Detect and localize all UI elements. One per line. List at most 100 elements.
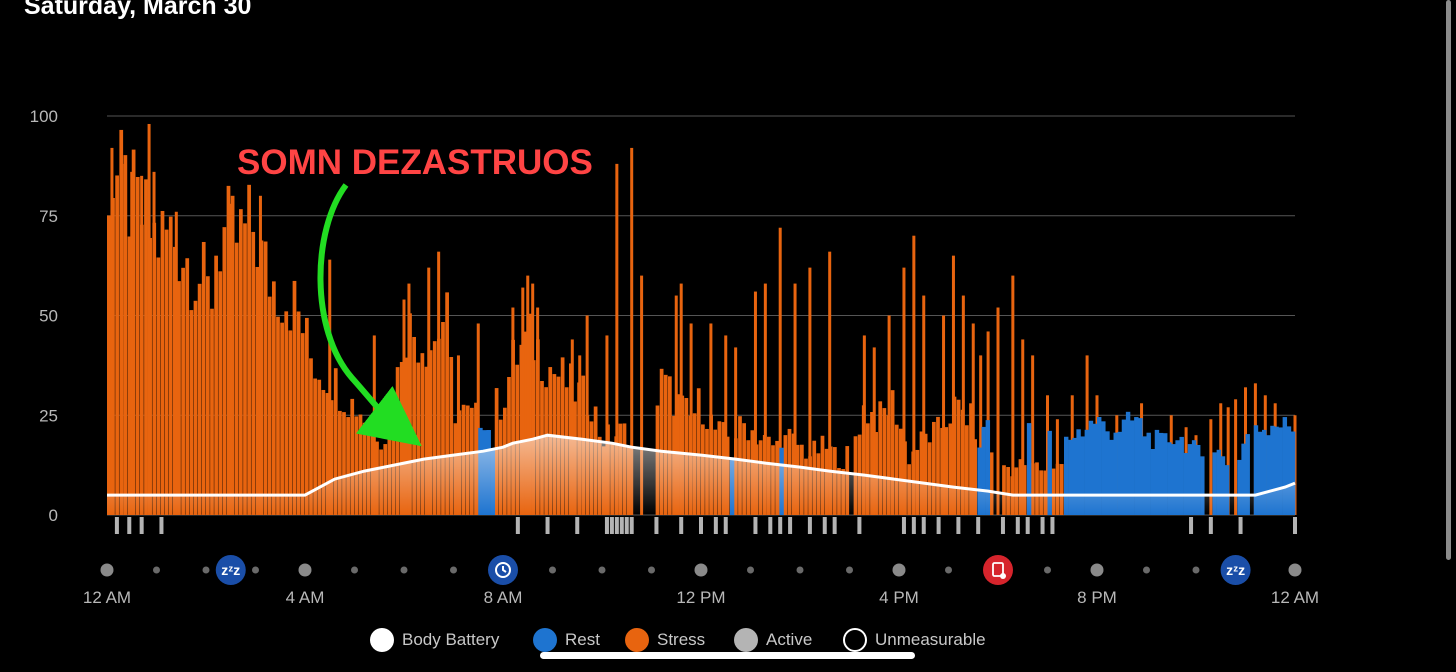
legend-label: Stress <box>657 630 706 649</box>
stress-bar <box>164 229 169 516</box>
rest-bar <box>1274 426 1279 515</box>
timeline-dot <box>153 566 160 574</box>
stress-spike <box>1011 275 1015 515</box>
stress-bar <box>189 310 194 515</box>
rest-bar <box>1064 436 1069 515</box>
stress-bar <box>696 388 701 515</box>
stress-spike <box>536 307 540 515</box>
timeline-dot <box>945 566 952 574</box>
active-tick <box>1293 517 1297 534</box>
stress-spike <box>521 287 525 515</box>
stress-spike <box>689 323 693 515</box>
rest-bar <box>1183 453 1189 515</box>
timeline-dot <box>694 563 708 577</box>
stress-bar <box>1022 465 1027 515</box>
active-tick <box>114 517 119 534</box>
stress-spike <box>1021 339 1025 515</box>
stress-spike <box>147 123 151 515</box>
stress-spike <box>476 323 480 515</box>
timeline-dot <box>846 566 853 574</box>
active-tick <box>127 517 132 534</box>
stress-spike <box>615 163 619 515</box>
home-indicator[interactable] <box>540 652 915 659</box>
rest-bar <box>1097 417 1102 515</box>
stress-bar <box>932 421 936 515</box>
stress-spike <box>1209 419 1213 515</box>
timeline-dot <box>450 566 457 574</box>
rest-bar <box>1047 430 1052 515</box>
x-tick-label: 8 AM <box>484 588 523 607</box>
active-tick <box>1015 517 1020 534</box>
rest-bar <box>1241 443 1246 515</box>
active-tick <box>911 517 916 534</box>
active-tick <box>614 517 619 534</box>
timeline-dot <box>1192 566 1200 574</box>
stress-log-icon[interactable] <box>983 555 1013 585</box>
stress-spike <box>328 259 332 515</box>
stress-bar <box>325 393 330 515</box>
x-tick-label: 8 PM <box>1077 588 1117 607</box>
stress-spike <box>1226 407 1230 515</box>
rest-bar <box>1290 431 1296 515</box>
stress-spike <box>922 295 926 515</box>
rest-bar <box>1196 444 1201 515</box>
legend-label: Rest <box>565 630 600 649</box>
stress-bar <box>131 149 136 515</box>
stress-bar <box>894 424 899 515</box>
sleep-glyph: zᶻz <box>221 562 240 578</box>
stress-bar <box>890 390 895 515</box>
stress-bar <box>870 411 874 515</box>
stress-bar <box>1014 467 1019 515</box>
rest-bar <box>1191 440 1197 515</box>
stress-bar <box>428 350 433 515</box>
legend-swatch <box>625 628 649 652</box>
stress-bar <box>300 333 305 515</box>
body-battery-area <box>107 435 1295 515</box>
sleep-icon[interactable]: zᶻz <box>1220 555 1251 585</box>
stress-bar <box>663 374 668 515</box>
active-tick <box>921 517 926 534</box>
rest-bar <box>1282 417 1288 515</box>
stress-spike <box>630 147 634 516</box>
stress-spike <box>130 171 134 516</box>
clipboard-dot <box>1000 573 1006 579</box>
active-tick <box>575 517 580 534</box>
stress-bar <box>358 414 363 515</box>
active-tick <box>545 517 550 534</box>
stress-bar <box>965 425 969 515</box>
stress-bar <box>936 416 940 515</box>
stress-spike <box>709 323 713 515</box>
stress-bar <box>969 403 973 515</box>
active-tick <box>654 517 659 534</box>
stress-bar <box>342 412 346 515</box>
active-tick <box>1208 517 1213 534</box>
stress-spike <box>828 251 832 515</box>
legend-item: Stress <box>625 628 705 652</box>
stress-bar <box>288 330 293 515</box>
scrollbar[interactable] <box>1446 0 1451 560</box>
stress-bar <box>523 331 528 515</box>
stress-bar <box>160 210 165 515</box>
page-title: Saturday, March 30 <box>24 0 252 20</box>
activity-icon[interactable] <box>488 555 518 585</box>
active-tick <box>609 517 614 534</box>
stress-bar <box>185 258 190 515</box>
timeline-dot <box>549 566 556 574</box>
active-tick <box>713 517 718 534</box>
x-tick-label: 12 AM <box>83 588 131 607</box>
stress-bar <box>659 368 664 515</box>
stress-spike <box>526 275 530 515</box>
rest-bar <box>1146 432 1151 515</box>
stress-bar <box>354 416 359 515</box>
sleep-icon[interactable]: zᶻz <box>215 555 246 585</box>
rest-bar <box>1179 436 1184 515</box>
stress-spike <box>570 339 574 515</box>
stress-bar <box>284 311 289 515</box>
stress-bar <box>948 423 953 515</box>
active-tick <box>822 517 827 534</box>
rest-bar <box>1286 426 1292 515</box>
active-tick <box>699 517 703 534</box>
stress-spike <box>902 267 906 515</box>
rest-bar <box>1220 456 1226 515</box>
rest-bar <box>1113 432 1118 515</box>
